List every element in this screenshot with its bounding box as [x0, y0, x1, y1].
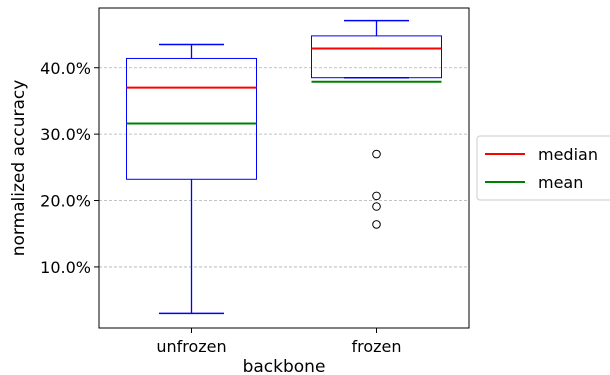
boxes: [126, 19, 442, 315]
legend-frame: [476, 135, 610, 201]
y-tick-label: 10.0%: [40, 258, 91, 277]
legend: median mean: [476, 135, 610, 201]
y-axis-title: normalized accuracy: [9, 80, 29, 257]
box-group-unfrozen: [126, 43, 257, 315]
y-tick-label: 20.0%: [40, 192, 91, 211]
axis-ticks: 10.0% 20.0% 30.0% 40.0% unfrozen frozen: [40, 59, 401, 356]
x-tick-label: frozen: [351, 337, 401, 356]
x-tick-label: unfrozen: [156, 337, 226, 356]
y-tick-label: 30.0%: [40, 125, 91, 144]
outlier-point: [372, 202, 381, 211]
box-iqr: [126, 57, 257, 180]
gridlines: [99, 67, 469, 268]
outlier-point: [372, 220, 381, 229]
outlier-point: [372, 191, 381, 201]
plot-frame: [98, 7, 470, 329]
y-tick-label: 40.0%: [40, 59, 91, 78]
legend-mean-label: mean: [538, 173, 583, 192]
outlier-point: [372, 149, 381, 159]
box-group-frozen: [311, 19, 442, 229]
legend-median-label: median: [538, 145, 598, 164]
x-axis-title: backbone: [243, 357, 326, 375]
box-iqr: [311, 35, 442, 79]
